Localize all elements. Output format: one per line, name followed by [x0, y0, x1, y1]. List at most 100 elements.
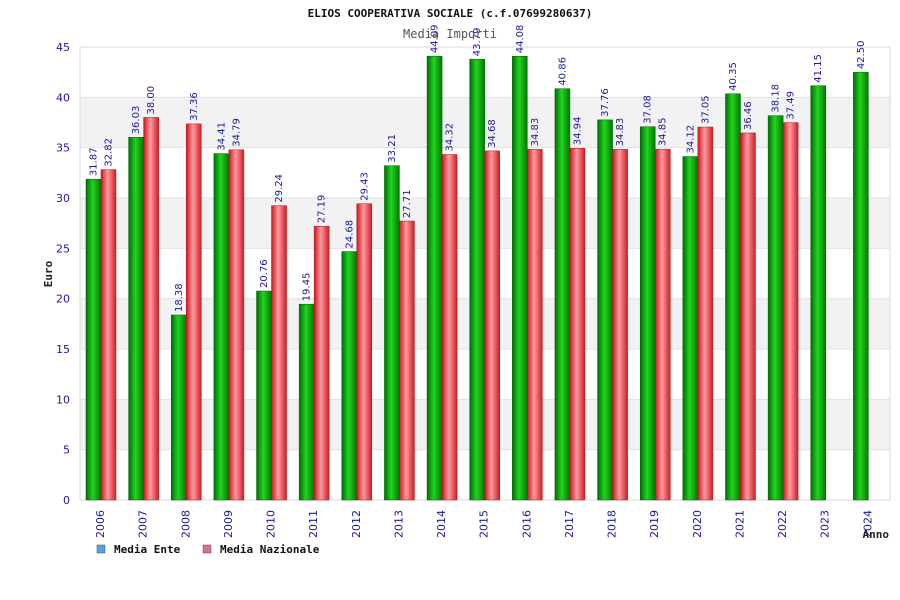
- bar-media-nazionale: [569, 148, 586, 501]
- y-tick-label: 20: [56, 293, 70, 306]
- bar-media-nazionale: [782, 122, 799, 501]
- data-label-media-nazionale: 34.79: [231, 118, 242, 147]
- y-axis-ticks: 0 5 10 15 20 25 30 35 40 45: [56, 41, 70, 507]
- x-tick-label: 2022: [776, 510, 789, 538]
- bar-media-ente: [384, 165, 400, 501]
- x-tick-label: 2010: [265, 510, 278, 538]
- bar-media-nazionale: [356, 203, 373, 501]
- x-tick-label: 2019: [648, 510, 661, 538]
- x-tick-label: 2020: [691, 510, 704, 538]
- data-label-media-ente: 24.68: [344, 220, 355, 249]
- y-tick-label: 45: [56, 41, 70, 54]
- data-label-media-ente: 41.15: [813, 54, 824, 83]
- bar-media-ente: [298, 303, 315, 501]
- data-label-media-ente: 42.50: [856, 41, 867, 70]
- data-label-media-nazionale: 34.68: [487, 119, 498, 148]
- data-label-media-nazionale: 29.43: [359, 172, 370, 201]
- data-label-media-nazionale: 34.32: [445, 123, 456, 152]
- data-label-media-ente: 40.35: [728, 62, 739, 91]
- data-label-media-ente: 18.38: [174, 283, 185, 312]
- x-tick-label: 2012: [350, 510, 363, 538]
- x-tick-label: 2021: [733, 510, 746, 538]
- y-tick-label: 30: [56, 192, 70, 205]
- chart-subtitle: Media Importi: [403, 27, 497, 41]
- y-tick-label: 25: [56, 242, 70, 255]
- data-label-media-ente: 44.08: [515, 25, 526, 54]
- y-tick-label: 15: [56, 343, 70, 356]
- x-tick-label: 2014: [435, 510, 448, 538]
- bar-media-ente: [341, 251, 358, 501]
- x-tick-label: 2013: [392, 510, 405, 538]
- bar-media-ente: [853, 71, 869, 501]
- x-tick-label: 2006: [94, 510, 107, 538]
- bar-media-nazionale: [527, 149, 543, 501]
- data-label-media-ente: 44.09: [430, 25, 441, 54]
- bar-media-ente: [810, 85, 826, 501]
- bar-media-ente: [426, 55, 443, 501]
- y-tick-label: 35: [56, 142, 70, 155]
- bar-media-ente: [639, 126, 656, 501]
- y-tick-label: 40: [56, 91, 70, 104]
- bars: [85, 55, 869, 501]
- data-label-media-nazionale: 34.83: [615, 118, 626, 147]
- bar-media-nazionale: [313, 226, 330, 501]
- data-label-media-ente: 19.45: [302, 273, 313, 302]
- data-label-media-nazionale: 32.82: [104, 138, 115, 167]
- bar-media-ente: [767, 115, 784, 501]
- bar-media-nazionale: [740, 132, 756, 501]
- data-labels: 31.87 32.82 36.03 38.00 18.38 37.36 34.41 34.79…: [89, 25, 867, 312]
- bar-media-ente: [554, 88, 571, 501]
- data-label-media-ente: 37.08: [643, 95, 654, 124]
- bar-media-nazionale: [100, 169, 117, 501]
- x-tick-label: 2017: [563, 510, 576, 538]
- data-label-media-nazionale: 27.19: [317, 195, 328, 224]
- bar-media-nazionale: [612, 149, 628, 501]
- bar-media-nazionale: [271, 205, 287, 501]
- y-tick-label: 10: [56, 393, 70, 406]
- legend-swatch-media-ente: [96, 544, 106, 554]
- bar-media-ente: [725, 93, 741, 501]
- bar-media-ente: [128, 137, 144, 501]
- bar-media-ente: [682, 156, 699, 501]
- y-tick-label: 0: [63, 494, 70, 507]
- bar-media-ente: [85, 178, 102, 501]
- x-tick-label: 2023: [819, 510, 832, 538]
- x-tick-label: 2011: [307, 510, 320, 538]
- bar-media-ente: [469, 58, 485, 501]
- y-axis-label: Euro: [42, 260, 55, 287]
- data-label-media-ente: 36.03: [131, 106, 142, 135]
- data-label-media-ente: 33.21: [387, 134, 398, 163]
- data-label-media-ente: 20.76: [259, 259, 270, 288]
- data-label-media-nazionale: 36.46: [743, 101, 754, 130]
- bar-media-ente: [512, 56, 528, 501]
- data-label-media-ente: 37.76: [600, 88, 611, 117]
- legend-label-media-nazionale: Media Nazionale: [220, 543, 320, 556]
- legend-label-media-ente: Media Ente: [114, 543, 181, 556]
- x-tick-label: 2016: [520, 510, 533, 538]
- data-label-media-nazionale: 27.71: [402, 189, 413, 218]
- data-label-media-nazionale: 38.00: [146, 86, 157, 115]
- bar-media-ente: [597, 119, 613, 501]
- bar-media-nazionale: [441, 154, 458, 501]
- bar-media-nazionale: [399, 220, 415, 501]
- data-label-media-ente: 34.12: [685, 125, 696, 154]
- x-tick-label: 2018: [606, 510, 619, 538]
- bar-media-nazionale: [654, 148, 671, 501]
- data-label-media-nazionale: 34.94: [572, 117, 583, 146]
- bar-media-ente: [213, 153, 230, 501]
- bar-media-nazionale: [186, 123, 202, 501]
- data-label-media-nazionale: 34.83: [530, 118, 541, 147]
- x-tick-label: 2015: [478, 510, 491, 538]
- data-label-media-ente: 40.86: [557, 57, 568, 86]
- legend-swatch-media-nazionale: [202, 544, 212, 554]
- x-axis-label: Anno: [863, 528, 890, 541]
- data-label-media-nazionale: 37.36: [189, 92, 200, 121]
- bar-media-nazionale: [143, 117, 159, 501]
- chart-title: ELIOS COOPERATIVA SOCIALE (c.f.076992806…: [308, 7, 593, 20]
- bar-media-nazionale: [697, 126, 714, 501]
- data-label-media-ente: 31.87: [89, 148, 100, 177]
- x-axis-ticks: 2006 2007 2008 2009 2010 2011 2012 2013 2014 2015…: [94, 510, 874, 538]
- x-tick-label: 2024: [861, 510, 874, 538]
- bar-media-nazionale: [228, 149, 245, 501]
